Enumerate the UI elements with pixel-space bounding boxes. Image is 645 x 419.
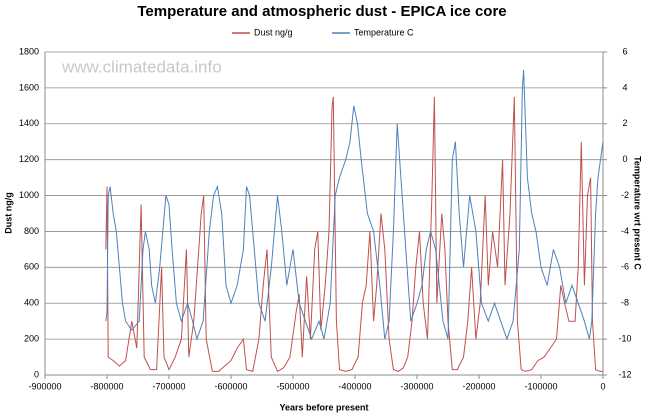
- y-axis-title: Dust ng/g: [3, 192, 13, 234]
- y2-tick-label: -4: [621, 226, 629, 236]
- y-tick-label: 600: [24, 262, 39, 272]
- y-tick-label: 400: [24, 298, 39, 308]
- x-tick-label: -600000: [214, 381, 247, 391]
- x-tick-label: -900000: [28, 381, 61, 391]
- x-axis-title: Years before present: [279, 402, 368, 412]
- x-tick-label: -700000: [152, 381, 185, 391]
- y-tick-label: 1600: [19, 82, 39, 92]
- y2-tick-label: 0: [622, 154, 627, 164]
- x-tick-label: -200000: [462, 381, 495, 391]
- watermark: www.climatedata.info: [61, 57, 222, 76]
- y2-tick-label: -10: [618, 333, 631, 343]
- y2-tick-label: -2: [621, 190, 629, 200]
- legend-label: Dust ng/g: [254, 27, 293, 37]
- x-tick-label: -300000: [400, 381, 433, 391]
- x-tick-label: -800000: [90, 381, 123, 391]
- y2-tick-label: 2: [622, 118, 627, 128]
- y2-tick-label: -8: [621, 298, 629, 308]
- x-tick-label: -500000: [276, 381, 309, 391]
- y-tick-label: 1000: [19, 190, 39, 200]
- y-tick-label: 1200: [19, 154, 39, 164]
- series-line: [105, 69, 604, 341]
- y-tick-label: 200: [24, 333, 39, 343]
- y2-tick-label: -6: [621, 262, 629, 272]
- y-tick-label: 1800: [19, 46, 39, 56]
- y-tick-label: 800: [24, 226, 39, 236]
- x-tick-label: -400000: [338, 381, 371, 391]
- legend-label: Temperature C: [354, 27, 414, 37]
- y2-tick-label: 6: [622, 46, 627, 56]
- y-tick-label: 0: [34, 369, 39, 379]
- x-tick-label: -100000: [524, 381, 557, 391]
- x-tick-label: 0: [600, 381, 605, 391]
- y-tick-label: 1400: [19, 118, 39, 128]
- y2-tick-label: -12: [618, 369, 631, 379]
- y2-tick-label: 4: [622, 82, 627, 92]
- series-line: [105, 96, 603, 373]
- chart-title: Temperature and atmospheric dust - EPICA…: [137, 3, 506, 20]
- y2-axis-title: Temperature wrt present C: [633, 156, 643, 270]
